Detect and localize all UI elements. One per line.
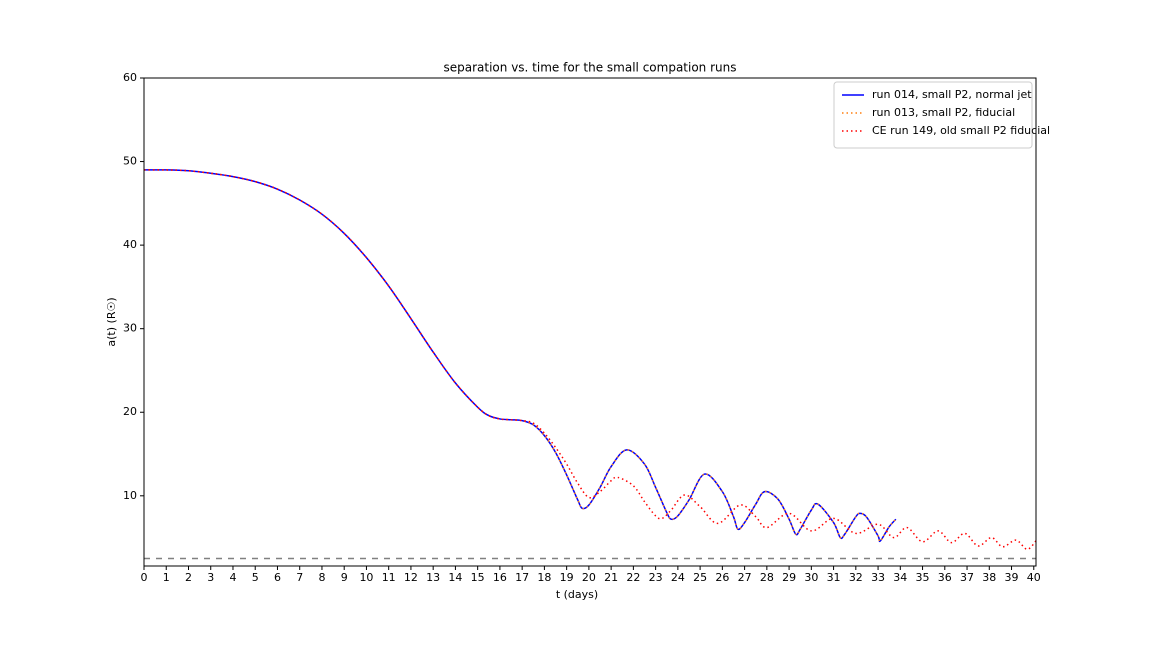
x-tick-label: 3 — [207, 571, 214, 584]
series-line — [144, 169, 897, 543]
legend-box — [833, 81, 1033, 149]
x-axis-label: t (days) — [556, 588, 598, 601]
x-tick-label: 10 — [359, 571, 373, 584]
x-tick-label: 21 — [604, 571, 618, 584]
y-tick-label: 30 — [123, 322, 137, 335]
x-tick-label: 40 — [1027, 571, 1041, 584]
x-tick-label: 35 — [916, 571, 930, 584]
x-tick-label: 2 — [185, 571, 192, 584]
x-tick-label: 8 — [318, 571, 325, 584]
y-tick-label: 50 — [123, 155, 137, 168]
x-tick-label: 36 — [938, 571, 952, 584]
x-tick-label: 6 — [274, 571, 281, 584]
x-tick-label: 9 — [341, 571, 348, 584]
x-tick-label: 32 — [849, 571, 863, 584]
y-tick-label: 40 — [123, 238, 137, 251]
x-tick-label: 13 — [426, 571, 440, 584]
x-tick-label: 34 — [893, 571, 907, 584]
x-tick-label: 11 — [382, 571, 396, 584]
legend-label: run 014, small P2, normal jet — [872, 88, 1032, 101]
y-tick-label: 60 — [123, 71, 137, 84]
x-tick-label: 38 — [982, 571, 996, 584]
x-tick-label: 29 — [782, 571, 796, 584]
x-tick-label: 19 — [560, 571, 574, 584]
x-tick-label: 37 — [960, 571, 974, 584]
x-tick-label: 31 — [827, 571, 841, 584]
x-tick-label: 28 — [760, 571, 774, 584]
x-tick-label: 14 — [448, 571, 462, 584]
x-tick-label: 18 — [537, 571, 551, 584]
chart-title: separation vs. time for the small compat… — [444, 61, 737, 75]
x-tick-label: 16 — [493, 571, 507, 584]
y-tick-label: 20 — [123, 405, 137, 418]
x-tick-label: 25 — [693, 571, 707, 584]
series-line — [144, 169, 1036, 551]
legend-label: CE run 149, old small P2 fiducial — [872, 124, 1050, 137]
y-axis-label: a(t) (R☉) — [105, 297, 118, 346]
x-tick-label: 7 — [296, 571, 303, 584]
x-tick-label: 33 — [871, 571, 885, 584]
x-tick-label: 1 — [163, 571, 170, 584]
x-tick-label: 0 — [141, 571, 148, 584]
x-tick-label: 12 — [404, 571, 418, 584]
x-tick-label: 24 — [671, 571, 685, 584]
x-tick-label: 15 — [471, 571, 485, 584]
x-tick-label: 23 — [649, 571, 663, 584]
x-tick-label: 39 — [1005, 571, 1019, 584]
x-tick-label: 17 — [515, 571, 529, 584]
x-tick-label: 27 — [738, 571, 752, 584]
plot-frame — [143, 77, 1037, 567]
y-tick-label: 10 — [123, 489, 137, 502]
x-tick-label: 5 — [252, 571, 259, 584]
series-line — [144, 169, 897, 543]
x-tick-label: 26 — [715, 571, 729, 584]
x-tick-label: 4 — [229, 571, 236, 584]
x-tick-label: 30 — [804, 571, 818, 584]
legend-label: run 013, small P2, fiducial — [872, 106, 1015, 119]
x-tick-label: 20 — [582, 571, 596, 584]
x-tick-label: 22 — [626, 571, 640, 584]
